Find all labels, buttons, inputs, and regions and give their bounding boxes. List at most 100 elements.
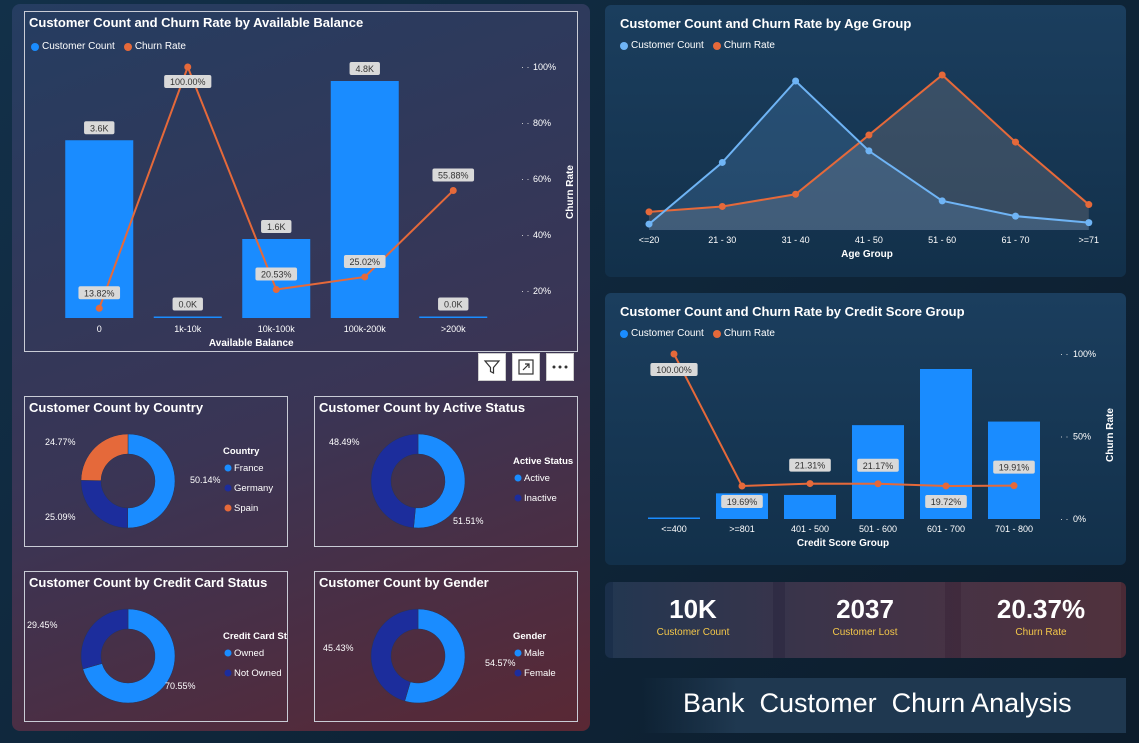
- y2-axis-title: Churn Rate: [1105, 408, 1116, 462]
- churn-rate-point: [1010, 482, 1018, 490]
- banner-backdrop: [640, 678, 1126, 733]
- x-tick-label: 51 - 60: [928, 235, 956, 245]
- donut-legend-label: France: [234, 463, 264, 474]
- dashboard-title: Bank Customer Churn Analysis: [683, 688, 1072, 718]
- legend-dot: [514, 494, 522, 502]
- credit-chart-title: Customer Count and Churn Rate by Credit …: [620, 304, 965, 319]
- x-tick-label: 100k-200k: [344, 324, 387, 334]
- y2-tick-label: 20%: [533, 286, 551, 296]
- x-tick-label: 401 - 500: [791, 524, 829, 534]
- more-options-icon[interactable]: [546, 353, 574, 381]
- donut-legend-title: Gender: [513, 631, 547, 642]
- donut-percent-label: 24.77%: [45, 437, 76, 447]
- donut-legend-title: Active Status: [513, 456, 573, 467]
- balance-chart-card[interactable]: Customer Count and Churn Rate by Availab…: [24, 11, 578, 352]
- y2-tick-dots: · ·: [1060, 349, 1069, 359]
- churn-rate-point: [792, 190, 800, 198]
- legend-dot: [514, 669, 522, 677]
- bar-data-label: 4.8K: [355, 64, 374, 74]
- churn-rate-data-label: 19.91%: [999, 463, 1030, 473]
- kpi-churn-rate: 20.37% Churn Rate: [961, 582, 1121, 658]
- bar-data-label-box: [261, 220, 292, 233]
- bar-100k-200k: [330, 81, 399, 318]
- donut-legend-title: Country: [223, 446, 260, 457]
- y2-tick-dots: · ·: [521, 118, 530, 128]
- churn-rate-point: [1012, 138, 1019, 146]
- card-donut-card[interactable]: Customer Count by Credit Card Status 70.…: [24, 571, 288, 722]
- legend-dot: [620, 41, 628, 50]
- bar-data-label: 0.0K: [444, 300, 463, 310]
- donut-percent-label: 45.43%: [323, 643, 354, 653]
- legend-label: Churn Rate: [723, 328, 775, 339]
- legend-dot: [712, 329, 721, 338]
- legend-label: Customer Count: [42, 41, 115, 52]
- active-donut-card[interactable]: Customer Count by Active Status 51.51% 48…: [314, 396, 578, 547]
- donut-slice-owned: [82, 608, 176, 704]
- kpi-strip: 10K Customer Count 2037 Customer Lost 20…: [605, 582, 1126, 658]
- churn-rate-point: [95, 304, 103, 312]
- customer-count-area: [649, 81, 1089, 230]
- y2-tick-dots: · ·: [521, 230, 530, 240]
- donut-slice-inactive: [370, 433, 419, 529]
- y2-tick-label: 60%: [533, 174, 551, 184]
- donut-legend-label: Inactive: [524, 493, 557, 504]
- credit-chart-card[interactable]: Customer Count and Churn Rate by Credit …: [605, 293, 1126, 565]
- filter-icon[interactable]: [478, 353, 506, 381]
- donut-percent-label: 54.57%: [485, 658, 516, 668]
- kpi-label: Churn Rate: [1015, 627, 1067, 638]
- legend-dot: [224, 649, 232, 657]
- donut-slice-france: [127, 433, 176, 529]
- y2-tick-label: 40%: [533, 230, 551, 240]
- x-tick-label: <=20: [639, 235, 660, 245]
- legend-dot: [620, 329, 628, 338]
- donut-legend-label: Male: [524, 648, 545, 659]
- churn-rate-point: [938, 71, 946, 79]
- x-tick-label: 701 - 800: [995, 524, 1033, 534]
- churn-rate-data-label: 19.72%: [931, 497, 962, 507]
- donut-percent-label: 29.45%: [27, 620, 58, 630]
- legend-dot: [514, 649, 522, 657]
- x-tick-label: 61 - 70: [1001, 235, 1029, 245]
- y2-tick-label: 0%: [1073, 514, 1086, 524]
- donut-slice-active: [413, 433, 466, 529]
- focus-mode-icon[interactable]: [512, 353, 540, 381]
- legend-dot: [224, 669, 232, 677]
- donut-percent-label: 70.55%: [165, 681, 196, 691]
- churn-rate-data-label: 21.17%: [863, 461, 894, 471]
- churn-rate-data-label-box: [857, 458, 899, 472]
- country-donut-chart: 50.14% 25.09% 24.77% Country France Germany Sp…: [45, 433, 273, 529]
- bar-data-label-box: [172, 297, 203, 311]
- gender-donut-card[interactable]: Customer Count by Gender 54.57% 45.43% Gen…: [314, 571, 578, 722]
- country-donut-card[interactable]: Customer Count by Country 50.14% 25.09% 24…: [24, 396, 288, 547]
- age-chart-card[interactable]: Customer Count and Churn Rate by Age Gro…: [605, 5, 1126, 277]
- churn-rate-data-label-box: [721, 495, 763, 508]
- bar-data-label-box: [84, 121, 115, 135]
- x-tick-label: 10k-100k: [258, 324, 296, 334]
- churn-rate-data-label-box: [789, 458, 831, 472]
- x-axis-title: Age Group: [841, 249, 893, 260]
- bar-601 - 700: [920, 369, 972, 519]
- bar-501 - 600: [852, 425, 904, 519]
- legend-dot: [224, 464, 232, 472]
- legend-dot: [123, 42, 132, 51]
- legend-dot: [514, 474, 522, 482]
- donut-legend-label: Active: [524, 473, 550, 484]
- kpi-value: 20.37%: [996, 594, 1086, 624]
- y2-tick-dots: · ·: [1060, 432, 1069, 442]
- churn-rate-data-label-box: [164, 75, 212, 88]
- donut-slice-female: [370, 608, 419, 702]
- kpi-value: 2037: [836, 594, 894, 624]
- donut-slice-germany: [80, 480, 129, 529]
- x-tick-label: 21 - 30: [708, 235, 736, 245]
- balance-chart-plot: · · 100%· · 80%· · 60%· · 40%· · 20%Churn Rat…: [65, 62, 576, 349]
- kpi-value: 10K: [669, 594, 717, 624]
- churn-rate-point: [738, 482, 746, 490]
- bar-data-label: 0.0K: [178, 300, 197, 310]
- x-tick-label: 1k-10k: [174, 324, 202, 334]
- kpi-customer-count: 10K Customer Count: [613, 582, 773, 658]
- kpi-label: Customer Count: [656, 627, 730, 638]
- customer-count-point: [1012, 212, 1019, 220]
- donut-legend-label: Owned: [234, 648, 264, 659]
- kpi-label: Customer Lost: [832, 627, 898, 638]
- customer-count-point: [792, 77, 800, 85]
